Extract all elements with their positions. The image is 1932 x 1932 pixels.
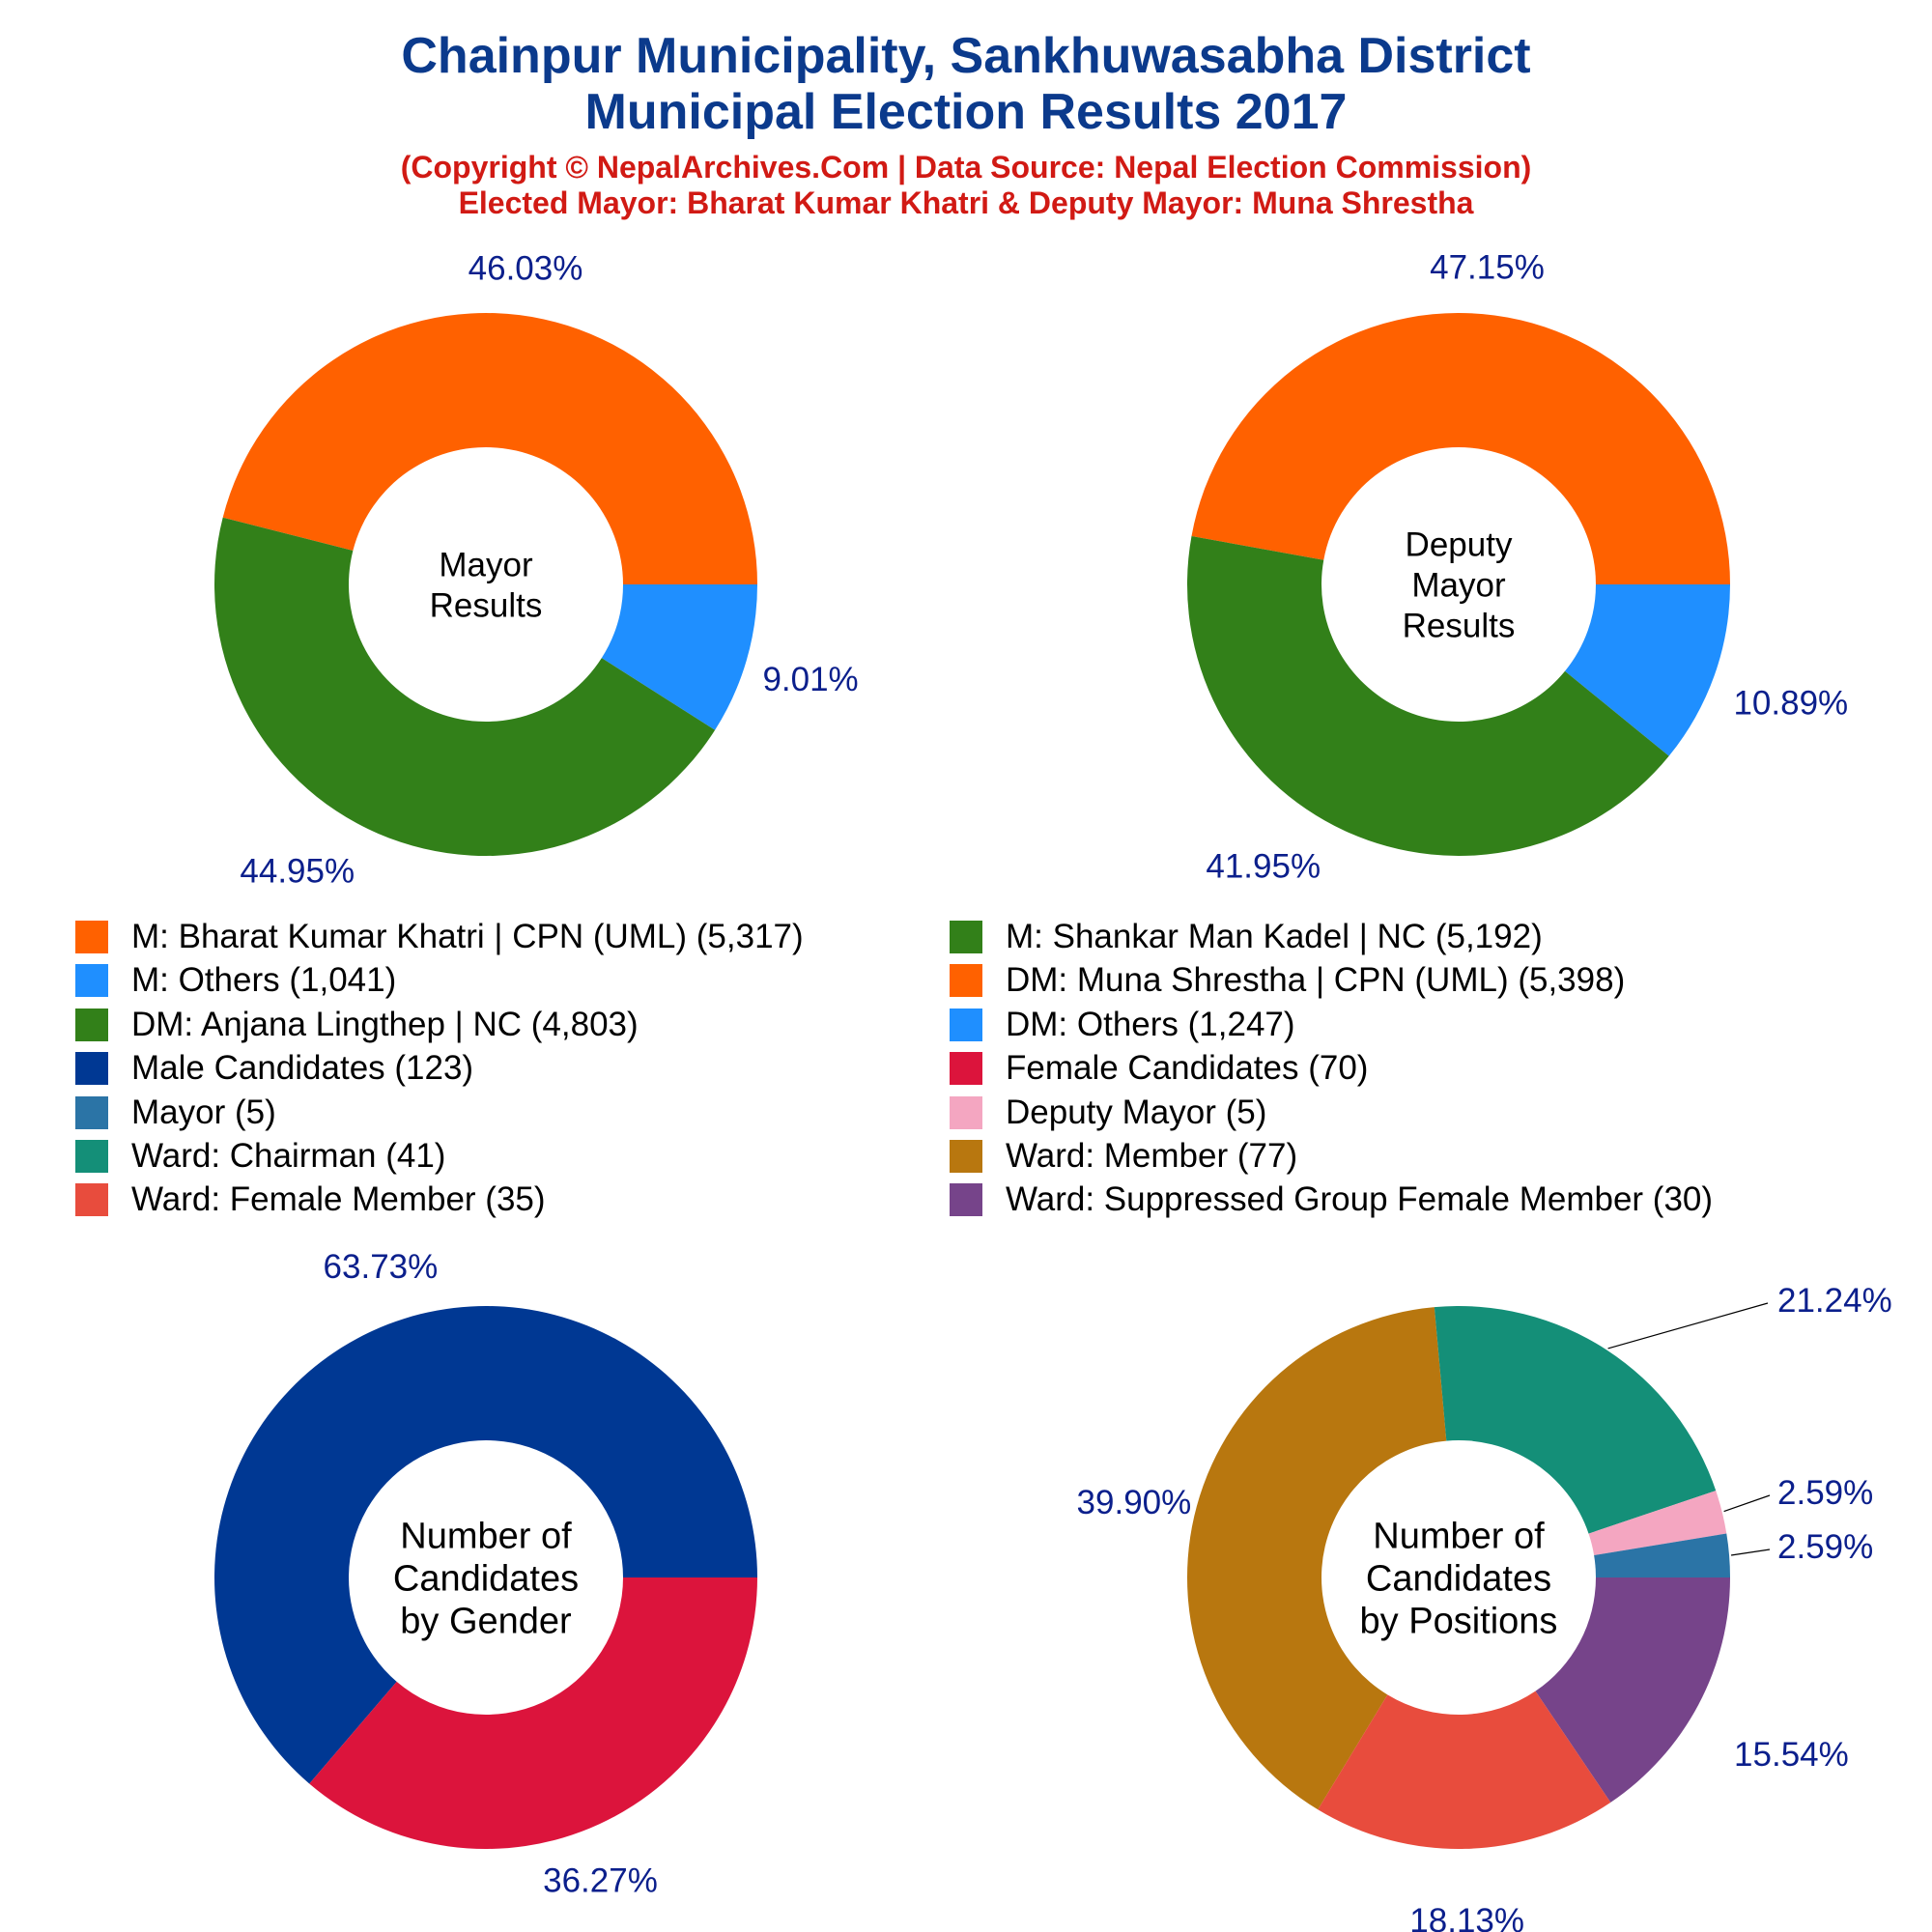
- center-label-line: Number of: [1373, 1516, 1545, 1556]
- legend-item: Ward: Suppressed Group Female Member (30…: [950, 1180, 1713, 1219]
- donut-slice: [1186, 1307, 1447, 1810]
- legend-swatch: [950, 1095, 982, 1129]
- center-label-line: by Positions: [1360, 1601, 1558, 1641]
- center-label-line: Candidates: [1366, 1558, 1551, 1599]
- legend-label: Mayor (5): [131, 1093, 276, 1131]
- legend-swatch: [950, 921, 982, 953]
- subtitle-elected: Elected Mayor: Bharat Kumar Khatri & Dep…: [458, 185, 1474, 220]
- legend-item: Ward: Chairman (41): [75, 1137, 445, 1176]
- legend-label: M: Shankar Man Kadel | NC (5,192): [1006, 918, 1543, 955]
- slice-percent-label: 41.95%: [1206, 848, 1321, 886]
- legend-item: Deputy Mayor (5): [950, 1094, 1266, 1132]
- legend-label: M: Bharat Kumar Khatri | CPN (UML) (5,31…: [131, 918, 804, 955]
- legend-label: DM: Anjana Lingthep | NC (4,803): [131, 1005, 639, 1043]
- legend-item: M: Shankar Man Kadel | NC (5,192): [950, 918, 1543, 956]
- legend-item: Ward: Member (77): [950, 1137, 1297, 1176]
- donut-slice: [1318, 1690, 1611, 1849]
- center-label-line: Mayor: [1411, 566, 1506, 604]
- legend-item: Female Candidates (70): [950, 1049, 1368, 1088]
- center-label-line: Results: [430, 586, 543, 624]
- slice-percent-label: 44.95%: [240, 853, 355, 891]
- donut-chart-4: 39.90% 21.24% 2.59% 2.59% 15.54% 18.13% Number…: [1077, 1282, 1892, 1932]
- legend-label: Ward: Chairman (41): [131, 1137, 446, 1175]
- slice-percent-label: 10.89%: [1733, 684, 1848, 722]
- legend-swatch: [75, 921, 108, 953]
- legend-label: Ward: Female Member (35): [131, 1180, 546, 1219]
- legend-swatch: [75, 1095, 108, 1129]
- page-title-line-1: Chainpur Municipality, Sankhuwasabha Dis…: [401, 28, 1531, 84]
- center-label-line: by Gender: [400, 1601, 572, 1641]
- legend-item: Ward: Female Member (35): [75, 1180, 546, 1219]
- legend-label: Deputy Mayor (5): [1006, 1093, 1267, 1131]
- donut-slice: [1187, 535, 1669, 857]
- leader-line: [1730, 1548, 1771, 1556]
- legend-item: M: Bharat Kumar Khatri | CPN (UML) (5,31…: [75, 918, 804, 956]
- donut-slice: [1594, 1533, 1730, 1577]
- donut-slice: [213, 1306, 758, 1784]
- center-label-line: Results: [1403, 607, 1516, 644]
- donut-slice: [222, 313, 758, 584]
- donut-slice: [1535, 1577, 1730, 1803]
- legend-swatch: [75, 1008, 108, 1041]
- legend-swatch: [75, 1183, 108, 1217]
- slice-percent-label: 18.13%: [1409, 1902, 1524, 1932]
- legend-swatch: [75, 1140, 108, 1173]
- legend-item: Male Candidates (123): [75, 1049, 473, 1088]
- legend-label: Ward: Suppressed Group Female Member (30…: [1006, 1180, 1714, 1219]
- center-label-line: Deputy: [1406, 526, 1513, 563]
- slice-percent-label: 36.27%: [543, 1861, 658, 1899]
- legend-swatch: [950, 1183, 982, 1217]
- page-title-line-2: Municipal Election Results 2017: [584, 84, 1348, 140]
- slice-percent-label: 63.73%: [324, 1248, 439, 1286]
- legend-swatch: [950, 1052, 982, 1086]
- legend-label: M: Others (1,041): [131, 961, 397, 1000]
- slice-percent-label: 9.01%: [762, 661, 858, 698]
- legend-label: Female Candidates (70): [1006, 1049, 1369, 1088]
- legend-item: DM: Others (1,247): [950, 1006, 1295, 1044]
- slice-percent-label: 21.24%: [1777, 1282, 1892, 1320]
- donut-slice: [1588, 1491, 1727, 1555]
- subtitle-copyright: (Copyright © NepalArchives.Com | Data So…: [400, 150, 1532, 185]
- legend-swatch: [950, 1008, 982, 1041]
- center-label-line: Number of: [400, 1516, 572, 1556]
- legend-swatch: [950, 1140, 982, 1173]
- legend-label: DM: Muna Shrestha | CPN (UML) (5,398): [1006, 961, 1626, 1000]
- slice-percent-label: 46.03%: [469, 250, 583, 288]
- donut-slice: [309, 1577, 757, 1849]
- legend-label: DM: Others (1,247): [1006, 1005, 1295, 1043]
- slice-percent-label: 15.54%: [1734, 1736, 1849, 1774]
- legend-label: Ward: Member (77): [1006, 1137, 1298, 1175]
- slice-percent-label: 2.59%: [1777, 1474, 1873, 1512]
- legend-item: Mayor (5): [75, 1094, 276, 1132]
- legend-label: Male Candidates (123): [131, 1049, 474, 1088]
- center-label-line: Candidates: [393, 1558, 579, 1599]
- legend-swatch: [75, 964, 108, 998]
- donut-slice: [601, 584, 758, 730]
- slice-percent-label: 2.59%: [1777, 1528, 1873, 1566]
- slice-percent-label: 47.15%: [1430, 248, 1545, 286]
- donut-slice: [1565, 584, 1730, 756]
- center-label-line: Mayor: [439, 546, 533, 583]
- legend-item: DM: Muna Shrestha | CPN (UML) (5,398): [950, 961, 1625, 1000]
- donut-slice: [1434, 1306, 1717, 1534]
- donut-slice: [214, 517, 716, 856]
- legend-item: DM: Anjana Lingthep | NC (4,803): [75, 1006, 639, 1044]
- slice-percent-label: 39.90%: [1077, 1484, 1192, 1521]
- donut-slice: [1191, 313, 1730, 584]
- leader-line: [1607, 1302, 1769, 1350]
- legend-swatch: [950, 964, 982, 998]
- legend-item: M: Others (1,041): [75, 961, 396, 1000]
- legend-swatch: [75, 1052, 108, 1086]
- leader-line: [1723, 1494, 1771, 1513]
